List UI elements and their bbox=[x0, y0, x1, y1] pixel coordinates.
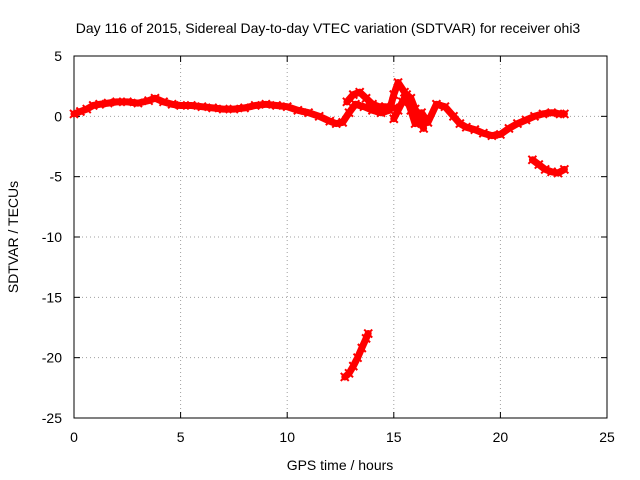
x-tick-label: 25 bbox=[599, 429, 615, 445]
data-point bbox=[527, 155, 538, 165]
data-point bbox=[94, 99, 105, 109]
data-point bbox=[348, 361, 358, 371]
data-point bbox=[350, 99, 361, 109]
x-tick-label: 20 bbox=[493, 429, 509, 445]
data-point bbox=[478, 128, 489, 138]
data-point bbox=[207, 103, 218, 113]
data-point bbox=[111, 97, 122, 107]
data-point bbox=[495, 129, 506, 140]
series-3 bbox=[527, 155, 570, 178]
data-point bbox=[344, 108, 354, 118]
data-point bbox=[357, 343, 367, 353]
data-point bbox=[175, 100, 186, 111]
y-tick-label: 5 bbox=[54, 48, 62, 64]
data-point bbox=[261, 99, 271, 109]
data-point bbox=[559, 109, 570, 119]
y-tick-label: -25 bbox=[42, 410, 62, 426]
y-tick-label: -20 bbox=[42, 350, 62, 366]
x-tick-label: 15 bbox=[386, 429, 402, 445]
data-point bbox=[352, 352, 363, 363]
y-tick-label: -5 bbox=[50, 169, 63, 185]
data-point bbox=[559, 164, 570, 175]
data-point bbox=[397, 97, 408, 107]
data-point bbox=[133, 98, 143, 108]
series-2 bbox=[389, 89, 429, 134]
series-trace bbox=[70, 79, 568, 140]
data-point bbox=[344, 368, 354, 379]
data-points bbox=[69, 77, 570, 382]
data-point bbox=[69, 109, 79, 119]
x-tick-label: 0 bbox=[70, 429, 78, 445]
data-point bbox=[521, 115, 531, 125]
data-point bbox=[538, 109, 548, 119]
data-point bbox=[250, 100, 260, 111]
y-axis-label: SDTVAR / TECUs bbox=[5, 181, 21, 293]
data-point bbox=[393, 77, 403, 88]
data-point bbox=[512, 118, 523, 129]
data-point bbox=[461, 122, 471, 132]
x-axis-label: GPS time / hours bbox=[287, 457, 394, 473]
data-point bbox=[470, 124, 480, 135]
series-0 bbox=[69, 77, 570, 141]
data-point bbox=[325, 116, 335, 126]
data-point bbox=[504, 123, 514, 134]
data-point bbox=[367, 99, 378, 109]
data-point bbox=[348, 89, 358, 100]
plot-frame bbox=[73, 55, 608, 419]
data-point bbox=[455, 118, 465, 129]
data-point bbox=[218, 104, 228, 114]
data-point bbox=[167, 99, 177, 109]
data-point bbox=[440, 101, 450, 112]
series-1 bbox=[342, 87, 399, 113]
data-point bbox=[150, 93, 160, 103]
data-point bbox=[389, 89, 399, 100]
data-point bbox=[303, 108, 314, 118]
data-point bbox=[361, 333, 371, 344]
data-point bbox=[410, 104, 420, 114]
y-tick-label: 0 bbox=[54, 108, 62, 124]
data-point bbox=[239, 103, 250, 113]
data-point bbox=[229, 104, 239, 114]
data-point bbox=[546, 108, 557, 118]
grid-lines bbox=[74, 56, 607, 418]
data-point bbox=[363, 328, 373, 339]
data-point bbox=[380, 101, 390, 112]
data-point bbox=[186, 100, 196, 111]
y-tick-label: -10 bbox=[42, 229, 62, 245]
data-point bbox=[448, 111, 459, 122]
data-point bbox=[122, 97, 133, 107]
data-point bbox=[103, 98, 113, 108]
data-point bbox=[389, 114, 399, 124]
data-point bbox=[393, 105, 403, 116]
data-point bbox=[293, 105, 303, 116]
data-point bbox=[414, 116, 425, 126]
data-point bbox=[158, 97, 169, 107]
x-tick-label: 5 bbox=[177, 429, 185, 445]
data-point bbox=[418, 123, 429, 134]
data-point bbox=[359, 101, 369, 112]
data-point bbox=[342, 97, 352, 107]
data-point bbox=[540, 164, 550, 175]
y-tick-label: -15 bbox=[42, 289, 62, 305]
x-tick-label: 10 bbox=[279, 429, 295, 445]
axis-ticks: 0 5 10 15 20 25 5 0 -5 -10 -15 -20 -25 bbox=[42, 48, 615, 445]
data-point bbox=[197, 101, 207, 112]
chart-title: Day 116 of 2015, Sidereal Day-to-day VTE… bbox=[76, 20, 581, 36]
data-point bbox=[337, 117, 348, 128]
data-point bbox=[534, 159, 544, 170]
data-point bbox=[529, 111, 540, 122]
data-point bbox=[271, 100, 282, 111]
data-point bbox=[143, 95, 154, 106]
data-point bbox=[487, 130, 497, 141]
data-point bbox=[553, 168, 563, 178]
data-point bbox=[75, 106, 86, 117]
data-point bbox=[406, 93, 416, 103]
data-point bbox=[82, 104, 92, 114]
series-4 bbox=[340, 328, 373, 382]
data-point bbox=[282, 101, 292, 112]
data-point bbox=[431, 99, 442, 109]
data-point bbox=[314, 111, 324, 122]
